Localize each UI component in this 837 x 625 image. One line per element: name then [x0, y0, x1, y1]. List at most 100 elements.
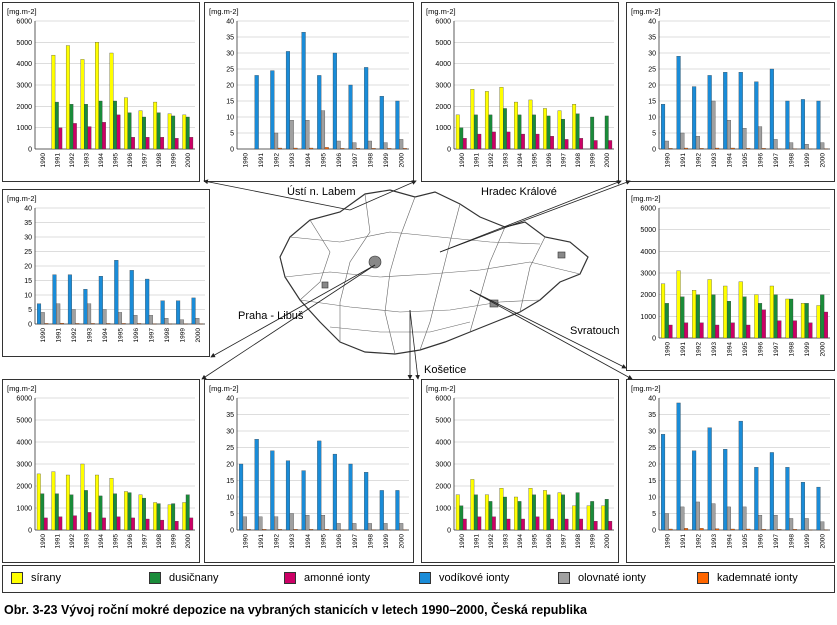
bar [324, 147, 329, 150]
y-tick-label: 5 [652, 131, 656, 138]
bar [823, 529, 828, 531]
x-tick-label: 1999 [804, 534, 811, 549]
y-axis-label: [mg.m-2] [426, 7, 456, 16]
y-tick-label: 15 [24, 278, 32, 285]
bar [148, 315, 153, 325]
x-tick-label: 2000 [399, 153, 406, 168]
bar [707, 427, 712, 531]
y-tick-label: 15 [226, 99, 234, 106]
bar [285, 51, 291, 150]
x-tick-label: 2000 [185, 153, 192, 168]
x-tick-label: 1995 [742, 534, 749, 549]
y-tick-label: 25 [226, 67, 234, 74]
district-borders [284, 193, 581, 355]
bar [254, 439, 259, 531]
bar [773, 514, 778, 531]
y-tick-label: 3000 [640, 271, 656, 278]
bar [699, 148, 704, 150]
y-tick-label: 5000 [435, 418, 451, 425]
chart-panel-svratouch-metals: [mg.m-2] 0 5 10 15 20 25 30 35 40 1990 1991 1992 1993… [626, 379, 835, 563]
chart-svg: [mg.m-2] 0 1000 2000 3000 4000 5000 6000 1990 199… [7, 7, 195, 168]
y-tick-label: 3000 [435, 462, 451, 469]
bar [183, 323, 188, 325]
x-tick-label: 2000 [820, 534, 827, 549]
bar [185, 116, 190, 150]
y-tick-label: 25 [648, 67, 656, 74]
y-tick-label: 30 [226, 429, 234, 436]
bar [473, 114, 478, 150]
bar [711, 100, 716, 150]
bar [773, 139, 778, 150]
bar [692, 450, 697, 531]
bar [176, 300, 181, 325]
bar [340, 529, 345, 531]
figure-caption: Obr. 3-23 Vývoj roční mokré depozice na … [4, 603, 587, 617]
bar [730, 322, 735, 339]
bar [561, 494, 565, 531]
bar [723, 449, 728, 531]
x-tick-label: 1991 [680, 342, 687, 357]
bar [550, 518, 554, 531]
x-tick-label: 1994 [517, 153, 524, 168]
bar [117, 312, 123, 325]
y-tick-label: 30 [24, 235, 32, 242]
bar [195, 318, 200, 325]
bar [301, 470, 306, 531]
y-tick-label: 40 [24, 206, 32, 213]
x-tick-label: 1993 [83, 153, 90, 168]
x-tick-label: 2000 [820, 153, 827, 168]
x-tick-label: 2000 [185, 534, 192, 549]
label-kosetice: Košetice [424, 364, 467, 376]
bar [191, 297, 196, 325]
x-tick-label: 1991 [54, 153, 61, 168]
bar [746, 148, 751, 150]
bar [254, 75, 259, 150]
x-tick-label: 1993 [289, 534, 296, 549]
bar [695, 501, 700, 531]
bar [590, 501, 595, 531]
bar [738, 420, 743, 531]
bar [185, 494, 190, 531]
bar [87, 512, 92, 531]
y-tick-label: 5000 [640, 227, 656, 234]
bar [575, 113, 580, 150]
bar [604, 499, 609, 531]
bar [491, 516, 496, 531]
x-tick-label: 1995 [532, 153, 539, 168]
bar [309, 529, 314, 531]
y-tick-label: 2000 [435, 104, 451, 111]
x-tick-label: 1996 [127, 534, 134, 549]
x-tick-label: 1991 [258, 153, 265, 168]
leader-kosetice-right [409, 309, 420, 380]
y-tick-label: 2000 [435, 484, 451, 491]
bar [145, 518, 150, 531]
chart-svg: [mg.m-2] 0 1000 2000 3000 4000 5000 6000 1990 199… [426, 384, 614, 548]
bar [69, 494, 74, 531]
bar [804, 144, 809, 150]
x-tick-label: 1998 [789, 342, 796, 357]
chart-panel-usti-ions: [mg.m-2] 0 1000 2000 3000 4000 5000 6000 1990 199… [2, 2, 200, 182]
bar [348, 84, 353, 150]
bar [355, 148, 361, 150]
bar [680, 506, 685, 531]
bar [277, 529, 282, 531]
bar [179, 319, 184, 325]
bar [142, 116, 146, 150]
y-tick-label: 3000 [435, 83, 451, 90]
chart-svg: [mg.m-2] 0 5 10 15 20 25 30 35 40 1990 1991 1992 1993… [631, 7, 830, 168]
bar [608, 521, 613, 531]
bar [792, 529, 797, 531]
bar [332, 52, 337, 150]
bar [387, 148, 392, 150]
bar [274, 132, 279, 150]
y-tick-label: 3000 [16, 83, 32, 90]
bar [160, 137, 165, 150]
chart-panel-praha-metals: [mg.m-2] 0 5 10 15 20 25 30 35 40 1990 1991 1992 1993… [2, 189, 210, 357]
x-tick-label: 1993 [87, 328, 94, 343]
y-tick-label: 6000 [16, 19, 32, 26]
x-tick-label: 1992 [69, 534, 76, 549]
bar [156, 503, 161, 531]
y-tick-label: 40 [648, 19, 656, 26]
legend-label: sírany [31, 572, 61, 584]
bar [40, 493, 45, 531]
